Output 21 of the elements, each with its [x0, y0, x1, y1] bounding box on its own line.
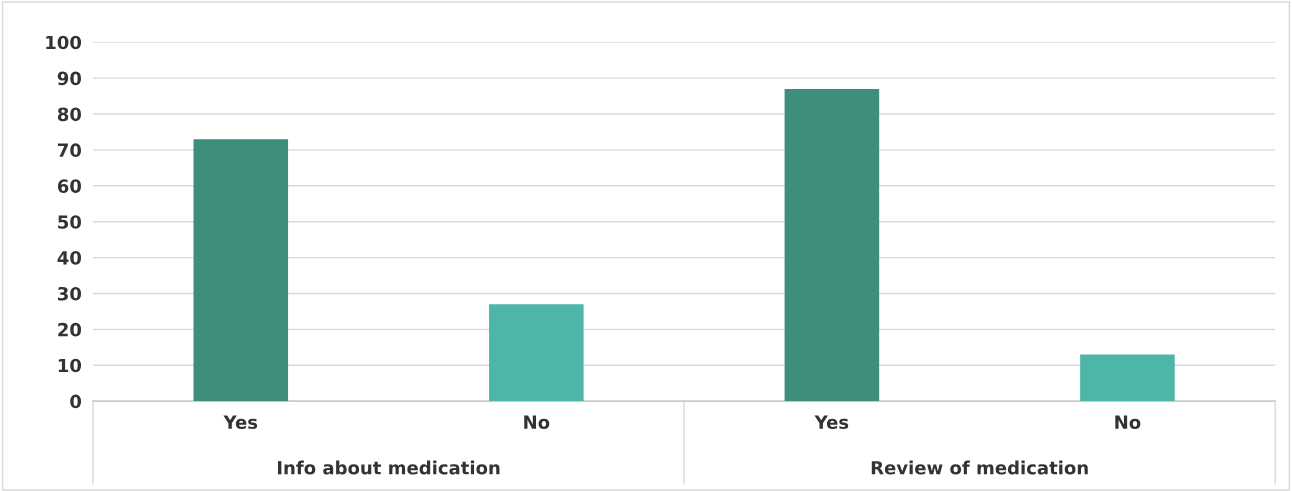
- y-tick-label: 40: [57, 251, 82, 265]
- y-tick-label: 50: [58, 215, 82, 229]
- x-tick-label: Yes: [814, 415, 849, 430]
- y-tick-label: 30: [57, 286, 82, 301]
- y-tick-label: 60: [57, 179, 82, 193]
- x-tick-label: Yes: [223, 415, 258, 430]
- x-tick-label: No: [524, 415, 550, 430]
- y-tick-label: 70: [57, 143, 82, 158]
- y-tick-label: 100: [46, 35, 82, 50]
- text: Info about medication: [277, 460, 500, 475]
- y-tick-label: 0: [70, 394, 82, 409]
- bar: [489, 304, 584, 402]
- y-tick-label: 80: [57, 107, 82, 122]
- y-tick-label: 90: [57, 71, 82, 86]
- bar: [193, 139, 289, 402]
- y-tick-label: 10: [58, 358, 82, 373]
- text: Review of medication: [871, 460, 1088, 475]
- x-tick-label: No: [1115, 415, 1141, 430]
- y-tick-label: 20: [58, 322, 82, 337]
- bar: [784, 88, 880, 402]
- bar: [1080, 354, 1175, 402]
